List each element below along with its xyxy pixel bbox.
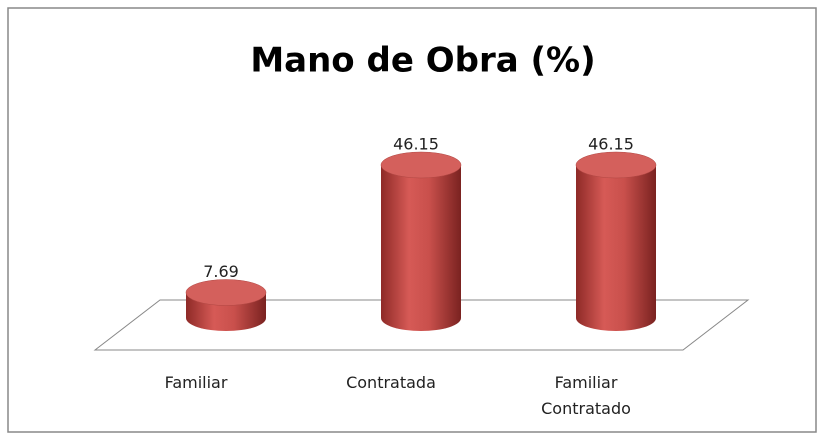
data-label: 46.15: [393, 135, 439, 154]
data-label: 7.69: [203, 262, 239, 281]
chart-title: Mano de Obra (%): [250, 41, 595, 81]
bar-top: [575, 151, 657, 179]
data-label: 46.15: [588, 135, 634, 154]
x-tick-label: Familiar Contratado: [541, 373, 631, 418]
bar: [576, 165, 656, 331]
bar-top: [185, 279, 267, 306]
bar-top: [380, 151, 462, 179]
x-tick-label: Familiar: [164, 373, 228, 392]
x-tick-label: Contratada: [346, 373, 436, 392]
bar: [381, 165, 461, 331]
